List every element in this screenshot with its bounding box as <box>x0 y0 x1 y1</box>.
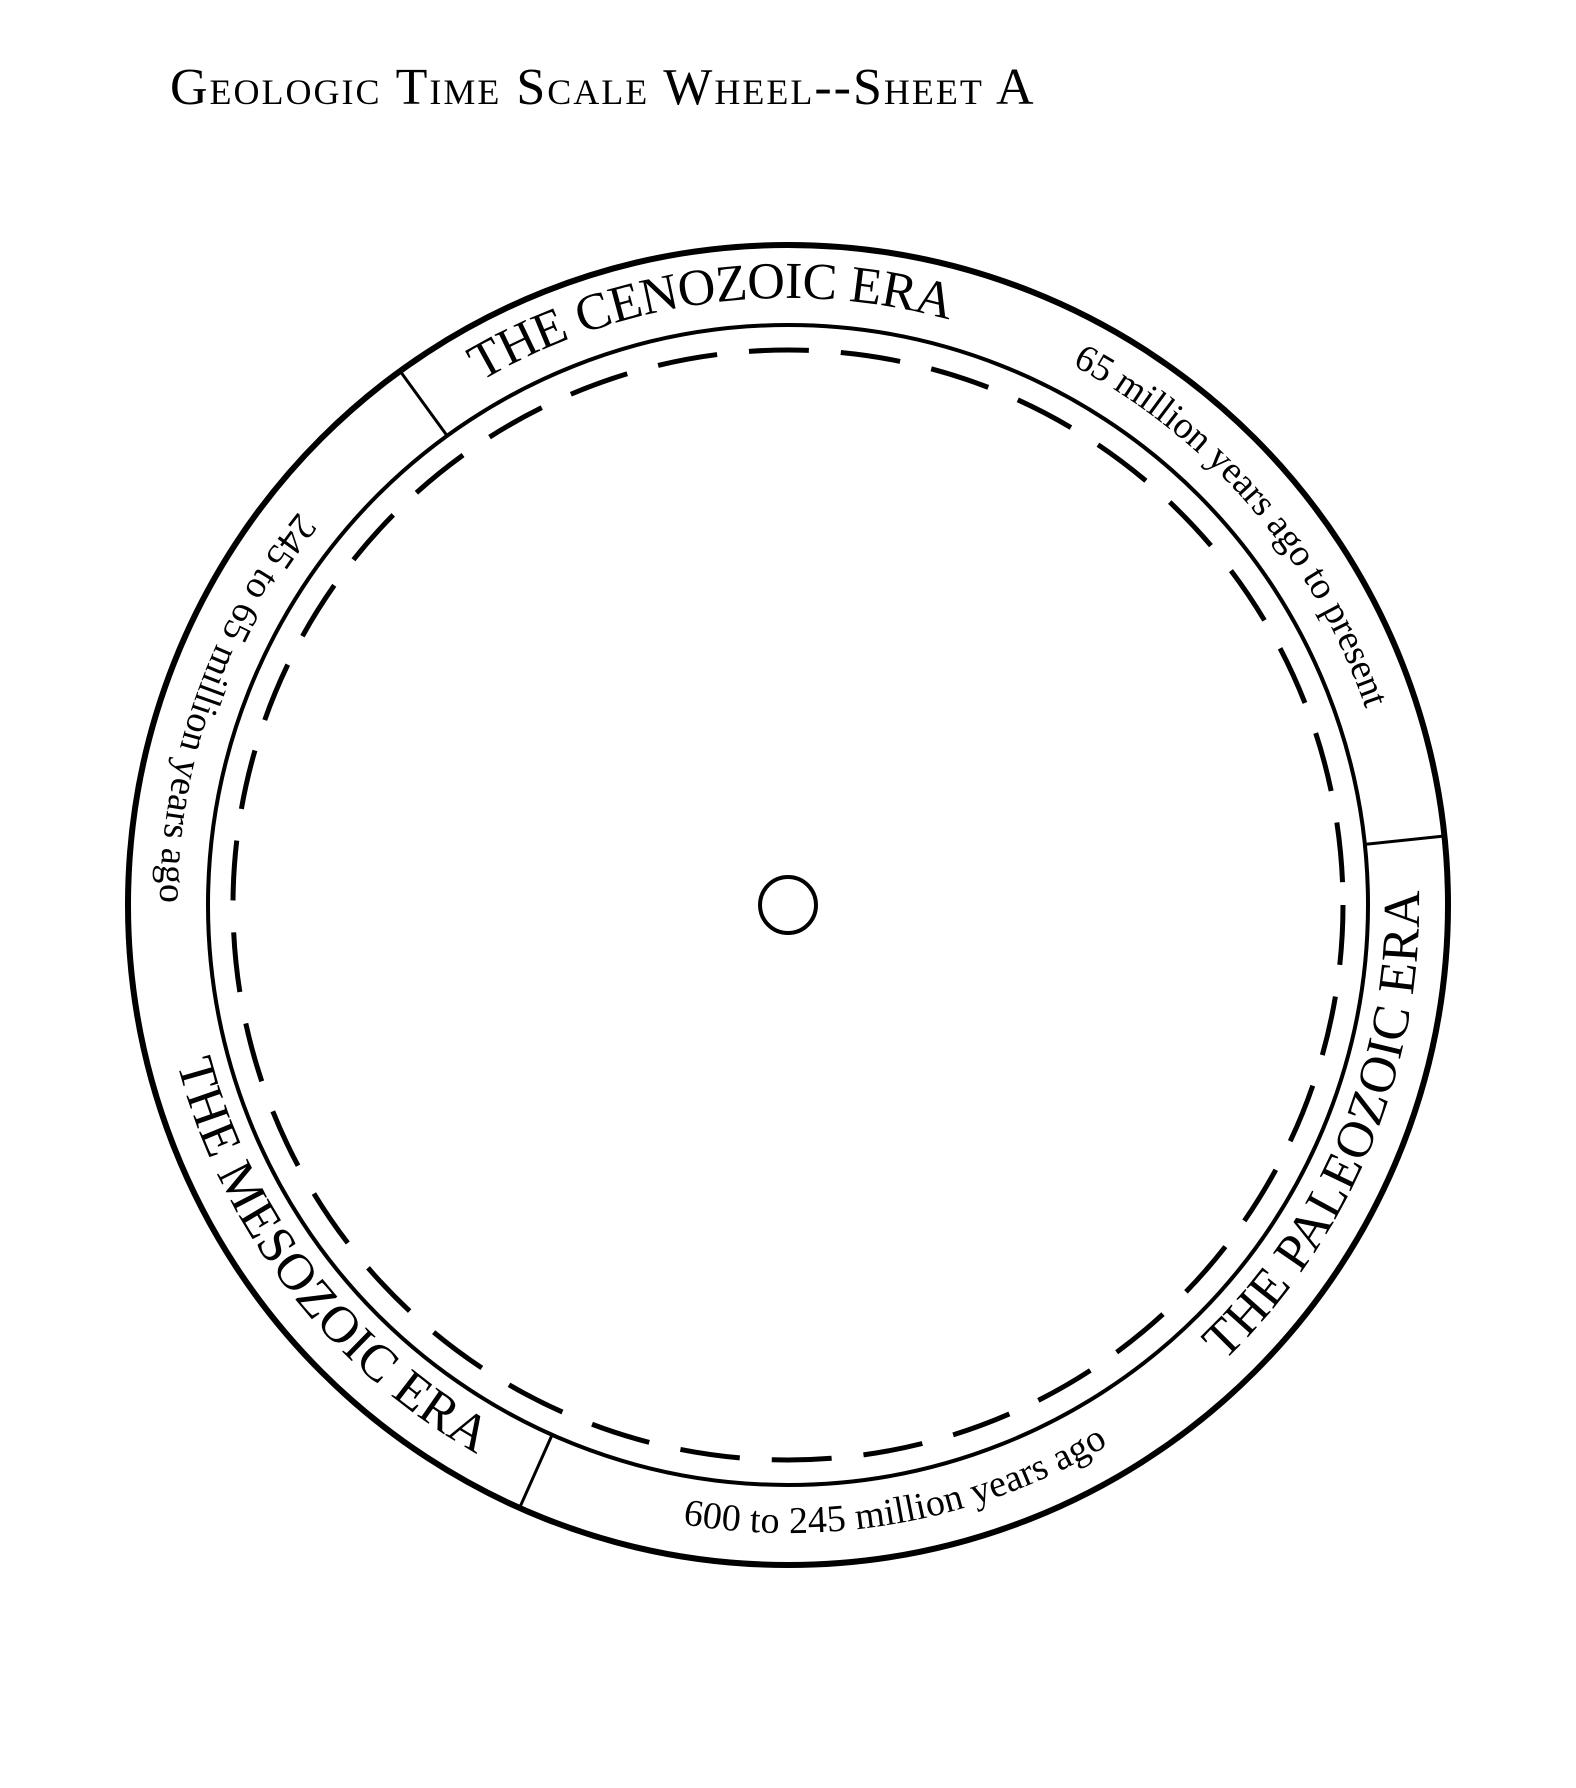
era-label-mesozoic: THE MESOZOIC ERA <box>165 1051 500 1465</box>
date-label-paleozoic: 600 to 245 million years ago <box>681 1416 1113 1541</box>
segment-divider <box>520 1435 553 1508</box>
wheel-svg: THE CENOZOIC ERA 65 million years ago to … <box>88 205 1488 1605</box>
center-hole <box>760 877 816 933</box>
era-label-paleozoic: THE PALEOZOIC ERA <box>1192 890 1431 1370</box>
page: Geologic Time Scale Wheel--Sheet A THE C… <box>0 0 1576 1788</box>
era-label-cenozoic: THE CENOZOIC ERA <box>459 253 960 392</box>
wheel-container: THE CENOZOIC ERA 65 million years ago to … <box>88 205 1488 1610</box>
page-title: Geologic Time Scale Wheel--Sheet A <box>170 58 1036 117</box>
outer-ring <box>128 245 1448 1565</box>
date-label-cenozoic: 65 million years ago to present <box>1068 336 1397 712</box>
segment-divider <box>400 371 447 436</box>
inner-ring <box>208 325 1368 1485</box>
cut-line-dashed-ring <box>233 350 1343 1460</box>
segment-divider <box>1365 836 1445 844</box>
